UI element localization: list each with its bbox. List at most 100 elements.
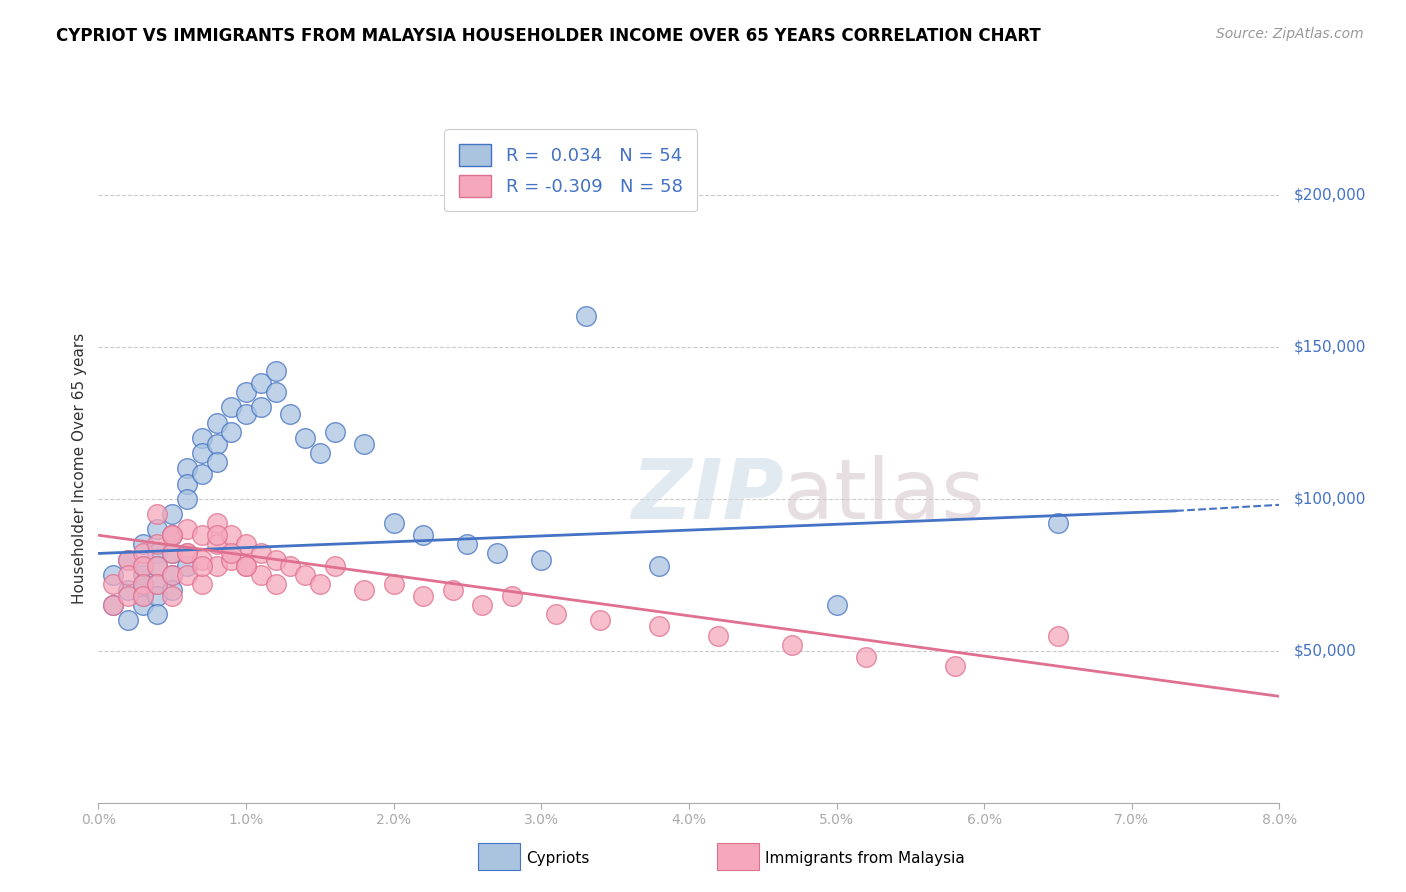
Point [250,546,273,560]
Point [191,552,214,566]
Point [707,628,730,642]
Point [132,598,155,612]
Point [176,476,198,491]
Point [117,582,139,597]
Text: $200,000: $200,000 [1294,187,1365,202]
Point [146,546,169,560]
Point [589,613,612,627]
Point [219,552,242,566]
Point [162,528,183,542]
Point [264,385,287,400]
Point [530,552,553,566]
Point [132,558,155,573]
Point [264,364,287,378]
Point [176,567,198,582]
Point [117,589,139,603]
Point [132,537,155,551]
Point [219,401,242,415]
Point [235,385,257,400]
Point [191,528,214,542]
Point [176,558,198,573]
Point [250,401,273,415]
Point [191,577,214,591]
Point [103,598,124,612]
Point [132,558,155,573]
Text: $50,000: $50,000 [1294,643,1357,658]
Point [205,528,228,542]
Point [132,589,155,603]
Point [146,507,169,521]
Point [146,537,169,551]
Point [162,528,183,542]
Point [132,589,155,603]
Point [146,589,169,603]
Point [146,607,169,622]
Point [235,407,257,421]
Point [146,577,169,591]
Text: Cypriots: Cypriots [526,852,589,866]
Point [132,546,155,560]
Point [1046,516,1069,530]
Text: Source: ZipAtlas.com: Source: ZipAtlas.com [1216,27,1364,41]
Point [117,613,139,627]
Point [117,552,139,566]
Text: Immigrants from Malaysia: Immigrants from Malaysia [765,852,965,866]
Point [219,425,242,439]
Point [544,607,567,622]
Point [162,567,183,582]
Text: $100,000: $100,000 [1294,491,1365,506]
Point [205,537,228,551]
Point [471,598,494,612]
Point [205,516,228,530]
Point [132,577,155,591]
Point [648,619,671,633]
Point [264,552,287,566]
Point [146,577,169,591]
Point [162,546,183,560]
Point [250,567,273,582]
Point [1046,628,1069,642]
Point [278,407,301,421]
Point [264,577,287,591]
Point [176,546,198,560]
Point [235,558,257,573]
Point [219,546,242,560]
Point [117,552,139,566]
Text: CYPRIOT VS IMMIGRANTS FROM MALAYSIA HOUSEHOLDER INCOME OVER 65 YEARS CORRELATION: CYPRIOT VS IMMIGRANTS FROM MALAYSIA HOUS… [56,27,1040,45]
Point [146,558,169,573]
Point [278,558,301,573]
Text: ZIP: ZIP [631,455,783,535]
Point [782,638,804,652]
Point [205,437,228,451]
Point [382,516,405,530]
Text: $150,000: $150,000 [1294,339,1365,354]
Point [103,567,124,582]
Point [485,546,508,560]
Point [176,491,198,506]
Point [323,425,346,439]
Point [294,431,316,445]
Point [117,567,139,582]
Point [162,528,183,542]
Point [162,507,183,521]
Point [250,376,273,391]
Point [176,546,198,560]
Point [412,589,434,603]
Point [103,577,124,591]
Point [132,577,155,591]
Point [205,558,228,573]
Point [176,461,198,475]
Point [353,437,375,451]
Point [353,582,375,597]
Point [412,528,434,542]
Point [146,558,169,573]
Point [162,567,183,582]
Point [191,467,214,482]
Point [162,546,183,560]
Y-axis label: Householder Income Over 65 years: Householder Income Over 65 years [72,333,87,604]
Point [176,522,198,536]
Point [574,310,596,324]
Point [191,446,214,460]
Point [825,598,848,612]
Point [162,582,183,597]
